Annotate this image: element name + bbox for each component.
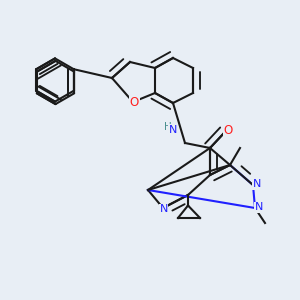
Text: O: O bbox=[224, 124, 232, 137]
Text: N: N bbox=[159, 205, 168, 214]
Text: O: O bbox=[130, 95, 139, 109]
Text: N: N bbox=[252, 179, 261, 189]
Text: N: N bbox=[254, 202, 263, 212]
Text: N: N bbox=[169, 124, 177, 134]
Text: H: H bbox=[164, 122, 171, 131]
